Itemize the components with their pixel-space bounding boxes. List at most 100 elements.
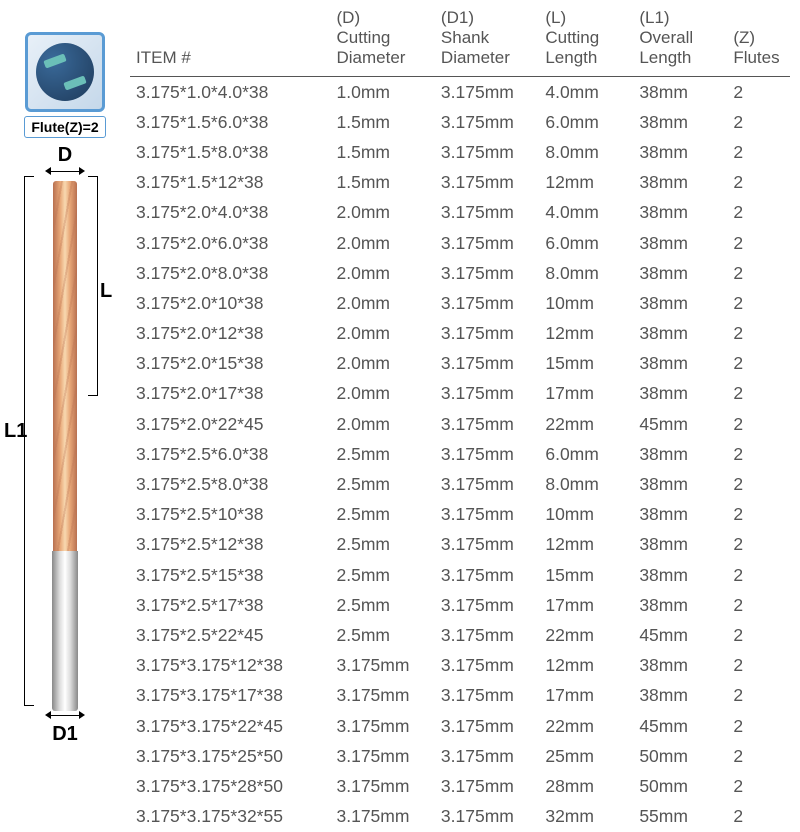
- cell-d: 2.0mm: [331, 379, 435, 409]
- table-row: 3.175*3.175*25*503.175mm3.175mm25mm50mm2: [130, 741, 790, 771]
- cell-l: 10mm: [539, 288, 633, 318]
- cell-l1: 38mm: [633, 137, 727, 167]
- cell-item: 3.175*3.175*32*55: [130, 802, 331, 832]
- cell-d1: 3.175mm: [435, 319, 539, 349]
- cell-l1: 38mm: [633, 379, 727, 409]
- cell-item: 3.175*1.5*12*38: [130, 168, 331, 198]
- table-row: 3.175*3.175*12*383.175mm3.175mm12mm38mm2: [130, 651, 790, 681]
- cell-z: 2: [727, 168, 790, 198]
- cutting-part: [53, 181, 77, 551]
- cell-item: 3.175*3.175*28*50: [130, 771, 331, 801]
- cell-d: 2.0mm: [331, 288, 435, 318]
- cell-item: 3.175*2.5*12*38: [130, 530, 331, 560]
- cell-item: 3.175*3.175*17*38: [130, 681, 331, 711]
- cell-d1: 3.175mm: [435, 439, 539, 469]
- table-row: 3.175*2.0*17*382.0mm3.175mm17mm38mm2: [130, 379, 790, 409]
- cell-d: 2.5mm: [331, 620, 435, 650]
- cell-d: 2.0mm: [331, 409, 435, 439]
- cell-z: 2: [727, 469, 790, 499]
- cell-l1: 38mm: [633, 439, 727, 469]
- cell-item: 3.175*3.175*22*45: [130, 711, 331, 741]
- col-header-l1: (L1) Overall Length: [633, 6, 727, 77]
- cell-l: 32mm: [539, 802, 633, 832]
- cell-l1: 38mm: [633, 168, 727, 198]
- cell-l1: 38mm: [633, 469, 727, 499]
- cell-z: 2: [727, 77, 790, 108]
- cell-item: 3.175*2.0*17*38: [130, 379, 331, 409]
- cell-d: 3.175mm: [331, 651, 435, 681]
- cell-item: 3.175*2.5*22*45: [130, 620, 331, 650]
- cell-item: 3.175*2.0*12*38: [130, 319, 331, 349]
- cell-z: 2: [727, 258, 790, 288]
- cell-l1: 50mm: [633, 741, 727, 771]
- cell-item: 3.175*2.0*8.0*38: [130, 258, 331, 288]
- cell-l: 6.0mm: [539, 439, 633, 469]
- cell-l: 4.0mm: [539, 198, 633, 228]
- cell-d1: 3.175mm: [435, 409, 539, 439]
- cell-l1: 38mm: [633, 500, 727, 530]
- cell-d1: 3.175mm: [435, 711, 539, 741]
- table-header-row: ITEM # (D) Cutting Diameter (D1) Shank D…: [130, 6, 790, 77]
- cell-d: 2.5mm: [331, 530, 435, 560]
- table-row: 3.175*2.5*15*382.5mm3.175mm15mm38mm2: [130, 560, 790, 590]
- table-row: 3.175*1.5*12*381.5mm3.175mm12mm38mm2: [130, 168, 790, 198]
- cell-l: 6.0mm: [539, 228, 633, 258]
- cell-l: 22mm: [539, 409, 633, 439]
- tool-illustration: [50, 181, 80, 711]
- table-row: 3.175*1.5*6.0*381.5mm3.175mm6.0mm38mm2: [130, 107, 790, 137]
- cell-d1: 3.175mm: [435, 560, 539, 590]
- cell-d: 1.5mm: [331, 107, 435, 137]
- cell-l1: 38mm: [633, 319, 727, 349]
- dimension-D-label: D: [58, 144, 72, 167]
- cell-d1: 3.175mm: [435, 168, 539, 198]
- cell-item: 3.175*2.0*6.0*38: [130, 228, 331, 258]
- table-row: 3.175*1.0*4.0*381.0mm3.175mm4.0mm38mm2: [130, 77, 790, 108]
- cell-item: 3.175*2.5*15*38: [130, 560, 331, 590]
- table-row: 3.175*2.5*6.0*382.5mm3.175mm6.0mm38mm2: [130, 439, 790, 469]
- cell-z: 2: [727, 560, 790, 590]
- cell-item: 3.175*1.0*4.0*38: [130, 77, 331, 108]
- cell-item: 3.175*3.175*12*38: [130, 651, 331, 681]
- cell-l1: 38mm: [633, 349, 727, 379]
- shank-part: [52, 551, 78, 711]
- cell-d: 2.5mm: [331, 560, 435, 590]
- flute-icon-box: [25, 32, 105, 112]
- cell-item: 3.175*3.175*25*50: [130, 741, 331, 771]
- cell-l: 8.0mm: [539, 469, 633, 499]
- cell-d: 3.175mm: [331, 711, 435, 741]
- cell-l1: 38mm: [633, 590, 727, 620]
- flute-count-label: Flute(Z)=2: [24, 116, 105, 138]
- dimension-L-label: L: [100, 280, 112, 303]
- table-row: 3.175*2.0*15*382.0mm3.175mm15mm38mm2: [130, 349, 790, 379]
- cell-d: 2.0mm: [331, 349, 435, 379]
- cell-l1: 55mm: [633, 802, 727, 832]
- table-row: 3.175*2.5*8.0*382.5mm3.175mm8.0mm38mm2: [130, 469, 790, 499]
- table-row: 3.175*2.0*4.0*382.0mm3.175mm4.0mm38mm2: [130, 198, 790, 228]
- table-row: 3.175*2.0*12*382.0mm3.175mm12mm38mm2: [130, 319, 790, 349]
- cell-l: 17mm: [539, 590, 633, 620]
- cell-d: 3.175mm: [331, 741, 435, 771]
- cell-d1: 3.175mm: [435, 349, 539, 379]
- cell-item: 3.175*1.5*8.0*38: [130, 137, 331, 167]
- cell-l1: 45mm: [633, 711, 727, 741]
- table-row: 3.175*2.5*17*382.5mm3.175mm17mm38mm2: [130, 590, 790, 620]
- cell-l: 22mm: [539, 711, 633, 741]
- table-row: 3.175*3.175*28*503.175mm3.175mm28mm50mm2: [130, 771, 790, 801]
- cell-item: 3.175*2.0*4.0*38: [130, 198, 331, 228]
- cell-z: 2: [727, 137, 790, 167]
- cell-d: 2.5mm: [331, 439, 435, 469]
- cell-item: 3.175*2.5*10*38: [130, 500, 331, 530]
- table-row: 3.175*2.5*12*382.5mm3.175mm12mm38mm2: [130, 530, 790, 560]
- cell-d: 2.0mm: [331, 228, 435, 258]
- cell-l: 25mm: [539, 741, 633, 771]
- cell-l: 12mm: [539, 168, 633, 198]
- cell-l: 12mm: [539, 319, 633, 349]
- cell-z: 2: [727, 620, 790, 650]
- cell-d: 3.175mm: [331, 681, 435, 711]
- cell-z: 2: [727, 198, 790, 228]
- cell-item: 3.175*2.0*15*38: [130, 349, 331, 379]
- cell-d1: 3.175mm: [435, 620, 539, 650]
- cell-item: 3.175*1.5*6.0*38: [130, 107, 331, 137]
- cell-z: 2: [727, 500, 790, 530]
- flute-circle-icon: [36, 43, 94, 101]
